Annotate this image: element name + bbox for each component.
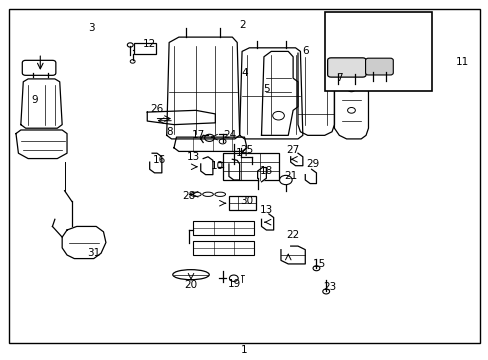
Text: 15: 15 bbox=[313, 259, 326, 269]
Polygon shape bbox=[201, 157, 212, 175]
Polygon shape bbox=[281, 246, 305, 264]
Text: 22: 22 bbox=[286, 230, 299, 240]
Polygon shape bbox=[166, 37, 239, 139]
Bar bbox=[228, 196, 255, 210]
Text: 18: 18 bbox=[259, 166, 272, 176]
Text: 29: 29 bbox=[305, 159, 319, 169]
Bar bbox=[193, 241, 254, 255]
Polygon shape bbox=[21, 79, 62, 128]
Polygon shape bbox=[239, 48, 302, 139]
Text: 17: 17 bbox=[191, 130, 204, 140]
Text: 10: 10 bbox=[211, 161, 224, 171]
FancyBboxPatch shape bbox=[22, 60, 56, 75]
Text: 11: 11 bbox=[455, 57, 468, 67]
Polygon shape bbox=[261, 51, 297, 135]
Text: 12: 12 bbox=[143, 39, 156, 49]
Ellipse shape bbox=[214, 192, 225, 197]
Polygon shape bbox=[334, 71, 368, 139]
Polygon shape bbox=[305, 169, 316, 184]
Polygon shape bbox=[62, 226, 106, 258]
Polygon shape bbox=[297, 53, 334, 135]
Text: 4: 4 bbox=[241, 68, 247, 78]
Text: 8: 8 bbox=[165, 127, 172, 137]
Bar bbox=[133, 43, 155, 54]
FancyBboxPatch shape bbox=[365, 58, 392, 75]
Text: 13: 13 bbox=[259, 205, 272, 215]
FancyBboxPatch shape bbox=[327, 58, 366, 77]
Text: 14: 14 bbox=[235, 148, 248, 158]
Text: 9: 9 bbox=[31, 95, 38, 105]
Text: 20: 20 bbox=[184, 280, 197, 291]
Text: 3: 3 bbox=[88, 23, 95, 33]
Text: 23: 23 bbox=[322, 282, 336, 292]
Text: 1: 1 bbox=[241, 345, 247, 355]
Text: 31: 31 bbox=[87, 248, 100, 258]
Polygon shape bbox=[228, 159, 239, 180]
Text: 28: 28 bbox=[182, 191, 195, 201]
Bar bbox=[193, 221, 254, 235]
Text: 21: 21 bbox=[284, 171, 297, 181]
Ellipse shape bbox=[190, 192, 201, 197]
Polygon shape bbox=[147, 111, 215, 125]
Ellipse shape bbox=[172, 270, 209, 280]
Text: 27: 27 bbox=[286, 145, 299, 155]
Text: 26: 26 bbox=[150, 104, 163, 113]
Ellipse shape bbox=[202, 192, 213, 197]
Bar bbox=[222, 153, 278, 180]
Text: 6: 6 bbox=[302, 46, 308, 57]
Polygon shape bbox=[16, 130, 67, 158]
Text: 7: 7 bbox=[335, 73, 342, 83]
Polygon shape bbox=[174, 137, 246, 152]
Polygon shape bbox=[261, 214, 273, 230]
Text: 25: 25 bbox=[240, 145, 253, 155]
Text: 16: 16 bbox=[152, 156, 166, 165]
Text: 24: 24 bbox=[223, 130, 236, 140]
Text: 13: 13 bbox=[186, 152, 200, 162]
Polygon shape bbox=[290, 153, 302, 166]
Polygon shape bbox=[257, 167, 266, 182]
Bar bbox=[324, 12, 431, 91]
Text: 2: 2 bbox=[238, 19, 245, 30]
Text: 5: 5 bbox=[263, 84, 269, 94]
Text: 19: 19 bbox=[228, 279, 241, 289]
Text: 30: 30 bbox=[240, 197, 253, 206]
Polygon shape bbox=[149, 153, 162, 173]
